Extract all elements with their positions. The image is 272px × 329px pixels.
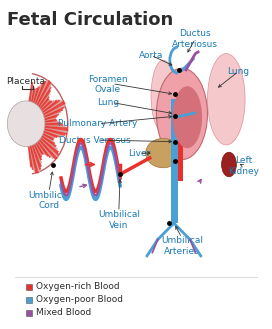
Text: Aorta: Aorta (139, 51, 163, 60)
Bar (26, 310, 32, 316)
Text: Lung: Lung (97, 98, 119, 107)
Text: Liver: Liver (128, 149, 150, 158)
Ellipse shape (208, 54, 245, 145)
Text: Oxygen-rich Blood: Oxygen-rich Blood (36, 282, 120, 291)
Text: Left
Kidney: Left Kidney (228, 156, 259, 176)
Ellipse shape (151, 60, 175, 132)
Text: Umbilical
Cord: Umbilical Cord (28, 191, 70, 210)
Text: Umbilical
Vein: Umbilical Vein (98, 210, 140, 230)
Text: Oxygen-poor Blood: Oxygen-poor Blood (36, 295, 123, 304)
Ellipse shape (222, 152, 236, 177)
Text: Mixed Blood: Mixed Blood (36, 309, 91, 317)
Text: Foramen
Ovale: Foramen Ovale (88, 75, 128, 94)
Text: Placenta: Placenta (7, 77, 46, 86)
Bar (26, 297, 32, 303)
Text: Fetal Circulation: Fetal Circulation (7, 11, 174, 29)
Ellipse shape (146, 139, 181, 168)
Ellipse shape (172, 86, 202, 148)
Bar (178, 99, 183, 181)
Text: Lung: Lung (227, 67, 249, 76)
Ellipse shape (7, 101, 45, 146)
Ellipse shape (156, 68, 208, 160)
Text: Ductus
Arteriosus: Ductus Arteriosus (172, 29, 218, 49)
Text: Ductus Venosus: Ductus Venosus (59, 136, 131, 144)
Text: Pulmonary Artery: Pulmonary Artery (58, 119, 137, 128)
Text: Umbilical
Arteries: Umbilical Arteries (161, 236, 203, 256)
Bar (26, 284, 32, 290)
Bar (171, 99, 178, 223)
